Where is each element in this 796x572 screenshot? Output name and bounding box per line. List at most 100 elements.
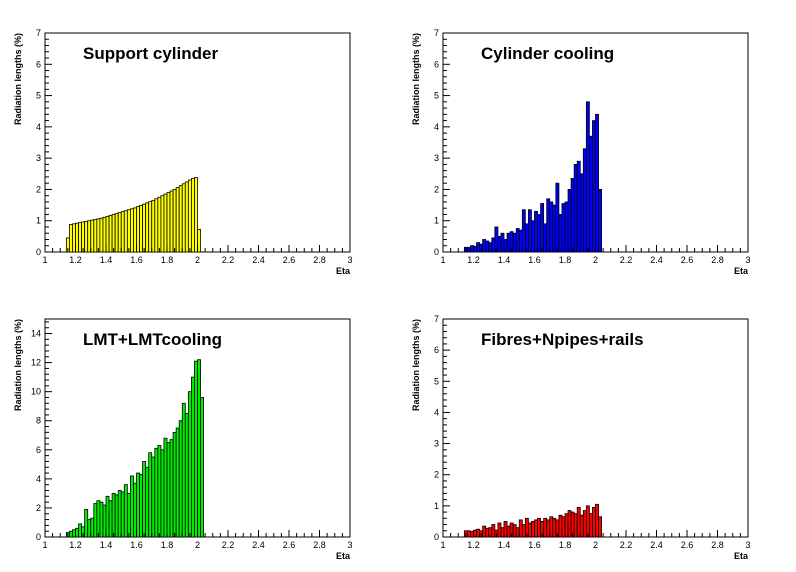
histogram-bar (169, 439, 174, 538)
histogram-bar (108, 214, 113, 253)
histogram-bar (96, 500, 101, 538)
y-tick-label: 6 (434, 59, 439, 69)
histogram-bar (197, 229, 201, 253)
histogram-bar (537, 517, 541, 538)
y-axis-label: Radiation lengths (%) (13, 319, 23, 411)
x-tick-label: 2.4 (252, 255, 265, 265)
histogram-bar (139, 474, 144, 538)
histogram-bar (555, 182, 560, 253)
x-tick-label: 2.4 (650, 255, 663, 265)
histogram-bar (585, 505, 590, 538)
x-tick-label: 1.8 (161, 540, 174, 550)
histogram-bar (160, 195, 165, 253)
histogram-bar (579, 173, 584, 253)
histogram-bar (598, 516, 602, 538)
histogram-bar (567, 189, 572, 253)
y-tick-label: 12 (31, 358, 41, 368)
x-tick-label: 1 (440, 255, 445, 265)
histogram-bar (466, 530, 471, 538)
x-tick-label: 1.8 (559, 255, 572, 265)
x-tick-label: 2.8 (313, 540, 326, 550)
x-axis-label: Eta (336, 551, 351, 561)
histogram-bar (491, 237, 496, 253)
histogram-bar (111, 214, 116, 253)
panel-title: LMT+LMTcooling (83, 330, 222, 349)
y-tick-label: 0 (434, 532, 439, 542)
x-tick-label: 1.4 (100, 255, 113, 265)
histogram-bar (151, 456, 156, 538)
histogram-bar (570, 178, 575, 253)
histogram-bar (172, 189, 177, 253)
histogram-bar (84, 220, 89, 253)
y-tick-label: 5 (434, 91, 439, 101)
histogram-bar (129, 475, 134, 538)
histogram-bar (482, 239, 487, 253)
y-tick-label: 8 (36, 416, 41, 426)
histogram-bar (99, 501, 104, 538)
histogram-bar (573, 163, 578, 253)
x-tick-label: 2.8 (313, 255, 326, 265)
x-tick-label: 1 (440, 540, 445, 550)
x-tick-label: 2.4 (650, 540, 663, 550)
histogram-bar (117, 490, 122, 538)
y-tick-label: 6 (36, 59, 41, 69)
x-tick-label: 1.4 (498, 540, 511, 550)
histogram-bar (145, 202, 150, 253)
histogram-bar (573, 513, 578, 538)
histogram-bar (175, 427, 180, 538)
y-tick-label: 0 (36, 247, 41, 257)
histogram-bar (595, 113, 599, 253)
histogram-bar (96, 218, 101, 253)
histogram-bar (148, 201, 153, 253)
x-tick-label: 1.8 (161, 255, 174, 265)
histogram-bar (552, 517, 557, 538)
histogram-bar (197, 359, 201, 538)
y-tick-label: 5 (36, 91, 41, 101)
histogram-bar (120, 211, 125, 253)
x-tick-label: 1.8 (559, 540, 572, 550)
histogram-bar (93, 219, 98, 253)
x-tick-label: 1.2 (467, 540, 480, 550)
histogram-bar (99, 217, 104, 253)
histogram-bar (78, 523, 83, 538)
histogram-bar (200, 397, 205, 538)
x-tick-label: 1.6 (130, 255, 143, 265)
x-tick-label: 2.6 (283, 255, 296, 265)
y-tick-label: 3 (36, 153, 41, 163)
histogram-bar (512, 232, 517, 253)
histogram-bar (589, 513, 593, 538)
x-tick-label: 2 (195, 255, 200, 265)
histogram-bar (81, 221, 86, 253)
histogram-bar (194, 177, 198, 253)
histogram-bar (175, 187, 180, 253)
histogram-bar (491, 524, 496, 538)
histogram-bar (84, 508, 89, 538)
y-tick-label: 6 (36, 445, 41, 455)
y-axis-label: Radiation lengths (%) (411, 33, 421, 125)
histogram-bar (543, 223, 548, 253)
histogram-bar (69, 224, 73, 253)
y-tick-label: 10 (31, 387, 41, 397)
histogram-bar (111, 492, 116, 538)
x-tick-label: 1 (42, 255, 47, 265)
panel-title: Support cylinder (83, 44, 218, 63)
histogram-bar (194, 360, 198, 538)
histogram-bar (598, 189, 602, 253)
histogram-bar (157, 445, 162, 538)
histogram-bar (123, 210, 128, 253)
y-tick-label: 7 (434, 314, 439, 324)
histogram-bar (558, 514, 563, 538)
histogram-bar (497, 235, 502, 253)
histogram-bar (126, 209, 131, 253)
histogram-bar (90, 219, 95, 253)
histogram-bar (576, 507, 581, 538)
y-tick-label: 4 (434, 122, 439, 132)
x-tick-label: 2 (593, 540, 598, 550)
histogram-bar (592, 120, 596, 253)
histogram-bar (567, 510, 572, 538)
histogram-bar (540, 203, 545, 253)
histogram-bar (582, 148, 587, 253)
histogram-bar (93, 503, 98, 538)
panel-title: Fibres+Npipes+rails (481, 330, 644, 349)
histogram-bar (521, 209, 526, 253)
